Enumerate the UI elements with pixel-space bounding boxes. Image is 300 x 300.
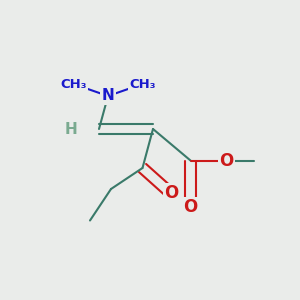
Text: N: N	[102, 88, 114, 104]
Text: CH₃: CH₃	[129, 77, 156, 91]
Text: CH₃: CH₃	[60, 77, 87, 91]
Text: O: O	[164, 184, 178, 202]
Text: O: O	[219, 152, 234, 169]
Text: O: O	[183, 198, 198, 216]
Text: H: H	[64, 122, 77, 136]
